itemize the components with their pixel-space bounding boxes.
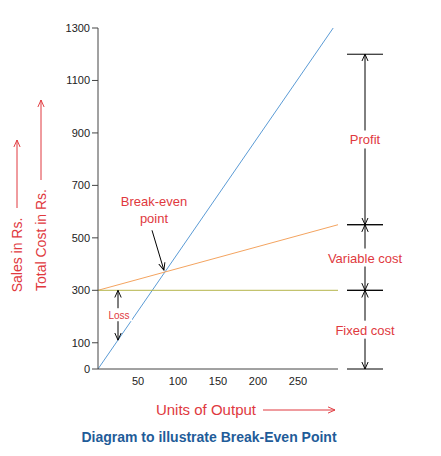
svg-text:Variable cost: Variable cost bbox=[328, 251, 403, 266]
svg-text:500: 500 bbox=[72, 232, 90, 244]
svg-text:1100: 1100 bbox=[66, 74, 90, 86]
svg-text:100: 100 bbox=[169, 375, 187, 387]
svg-text:900: 900 bbox=[72, 127, 90, 139]
svg-text:100: 100 bbox=[72, 337, 90, 349]
svg-text:250: 250 bbox=[289, 375, 307, 387]
svg-text:Diagram to illustrate Break-Ev: Diagram to illustrate Break-Even Point bbox=[81, 429, 337, 445]
svg-text:Fixed cost: Fixed cost bbox=[335, 323, 395, 338]
svg-text:700: 700 bbox=[72, 179, 90, 191]
svg-text:point: point bbox=[140, 211, 169, 226]
svg-text:150: 150 bbox=[209, 375, 227, 387]
svg-text:Break-even: Break-even bbox=[121, 194, 187, 209]
svg-text:Sales in Rs.: Sales in Rs. bbox=[9, 218, 25, 293]
svg-text:Profit: Profit bbox=[350, 132, 381, 147]
svg-text:200: 200 bbox=[249, 375, 267, 387]
svg-text:Units of Output: Units of Output bbox=[156, 401, 257, 418]
svg-text:50: 50 bbox=[132, 375, 144, 387]
svg-text:Total Cost in Rs.: Total Cost in Rs. bbox=[33, 189, 49, 291]
svg-text:300: 300 bbox=[72, 284, 90, 296]
svg-text:Loss: Loss bbox=[108, 310, 129, 321]
svg-text:1300: 1300 bbox=[66, 22, 90, 34]
svg-text:0: 0 bbox=[84, 363, 90, 375]
